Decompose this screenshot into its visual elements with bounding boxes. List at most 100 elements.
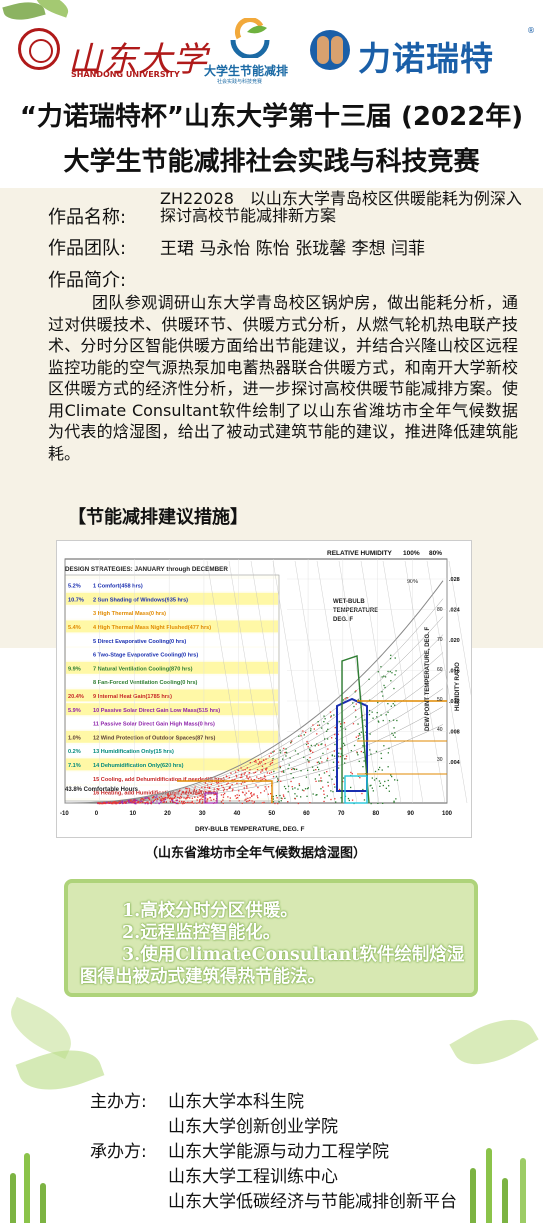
weather-hour-point (370, 753, 372, 755)
weather-hour-point (388, 720, 391, 722)
weather-hour-point (283, 795, 285, 798)
weather-hour-point (231, 790, 234, 792)
weather-hour-point (287, 785, 290, 787)
weather-hour-point (232, 779, 234, 781)
weather-hour-point (334, 786, 336, 788)
weather-hour-point (269, 763, 271, 766)
weather-hour-point (167, 795, 169, 798)
weather-hour-point (285, 788, 287, 790)
weather-hour-point (115, 801, 117, 803)
weather-hour-point (168, 794, 170, 796)
weather-hour-point (218, 788, 220, 790)
weather-hour-point (352, 723, 355, 725)
weather-hour-point (112, 801, 114, 804)
weather-hour-point (109, 801, 111, 803)
weather-hour-point (199, 792, 201, 794)
weather-hour-point (300, 796, 302, 798)
weather-hour-point (217, 788, 219, 791)
weather-hour-point (170, 798, 173, 800)
weather-hour-point (220, 801, 223, 803)
weather-hour-point (317, 724, 319, 726)
weather-hour-point (321, 780, 323, 782)
weather-hour-point (353, 744, 356, 747)
strategy-pct: 5.2% (68, 584, 81, 590)
weather-hour-point (343, 722, 346, 724)
weather-hour-point (365, 731, 367, 733)
weather-hour-point (160, 801, 162, 804)
weather-hour-point (326, 738, 329, 740)
weather-hour-point (133, 799, 135, 801)
weather-hour-point (193, 802, 195, 804)
weather-hour-point (108, 802, 110, 804)
weather-hour-point (238, 794, 240, 797)
weather-hour-point (145, 797, 147, 799)
weather-hour-point (394, 674, 396, 676)
weather-hour-point (221, 784, 223, 787)
weather-hour-point (145, 801, 148, 803)
wet-bulb-line1: WET-BULB (333, 599, 365, 605)
weather-hour-point (272, 795, 274, 798)
weather-hour-point (148, 799, 151, 801)
weather-hour-point (355, 716, 357, 718)
weather-hour-point (310, 730, 312, 732)
weather-hour-point (270, 762, 272, 764)
weather-hour-point (279, 749, 281, 751)
humidity-ratio-tick: .020 (449, 638, 460, 644)
weather-hour-point (370, 784, 372, 786)
strategy-pct: 5.9% (68, 708, 81, 714)
weather-hour-point (152, 797, 154, 799)
weather-hour-point (118, 801, 120, 803)
weather-hour-point (229, 787, 231, 789)
weather-hour-point (330, 716, 332, 718)
weather-hour-point (213, 798, 215, 801)
weather-hour-point (312, 793, 314, 795)
weather-hour-point (251, 800, 253, 802)
weather-hour-point (383, 745, 385, 747)
weather-hour-point (130, 799, 132, 801)
weather-hour-point (208, 790, 210, 793)
host-2: 山东大学创新创业学院 (168, 1117, 338, 1137)
weather-hour-point (394, 779, 396, 781)
weather-hour-point (225, 775, 228, 777)
weather-hour-point (277, 802, 279, 805)
weather-hour-point (277, 779, 280, 781)
weather-hour-point (246, 767, 248, 769)
host-1: 山东大学本科生院 (168, 1092, 304, 1112)
weather-hour-point (311, 766, 314, 768)
weather-hour-point (376, 712, 378, 714)
weather-hour-point (127, 799, 129, 802)
weather-hour-point (223, 790, 225, 792)
weather-hour-point (362, 788, 364, 791)
weather-hour-point (179, 797, 181, 800)
weather-hour-point (281, 771, 283, 773)
weather-hour-point (340, 797, 342, 799)
weather-hour-point (354, 691, 356, 693)
weather-hour-point (315, 794, 317, 796)
weather-hour-point (310, 728, 312, 730)
weather-hour-point (368, 713, 371, 716)
weather-hour-point (160, 795, 162, 798)
strategy-label: 9 Internal Heat Gain(1785 hrs) (93, 694, 172, 700)
weather-hour-point (260, 771, 262, 773)
strategy-row-bg (66, 634, 278, 647)
weather-hour-point (344, 744, 346, 746)
wet-bulb-line (360, 560, 402, 804)
weather-hour-point (385, 714, 387, 716)
weather-hour-point (281, 797, 283, 800)
rh-curve (65, 724, 444, 804)
weather-hour-point (176, 796, 179, 798)
weather-hour-point (256, 769, 259, 771)
weather-hour-point (327, 748, 329, 750)
weather-hour-point (100, 802, 102, 804)
weather-hour-point (303, 734, 305, 736)
weather-hour-point (337, 755, 339, 757)
weather-hour-point (284, 752, 286, 754)
humidity-ratio-tick: .028 (449, 577, 460, 583)
co-organizer-3: 山东大学低碳经济与节能减排创新平台 (168, 1192, 457, 1212)
weather-hour-point (161, 799, 163, 801)
weather-hour-point (328, 775, 330, 777)
comfort-zone-outline (336, 697, 368, 792)
weather-hour-point (174, 796, 176, 799)
weather-hour-point (247, 800, 249, 802)
weather-hour-point (309, 756, 311, 759)
